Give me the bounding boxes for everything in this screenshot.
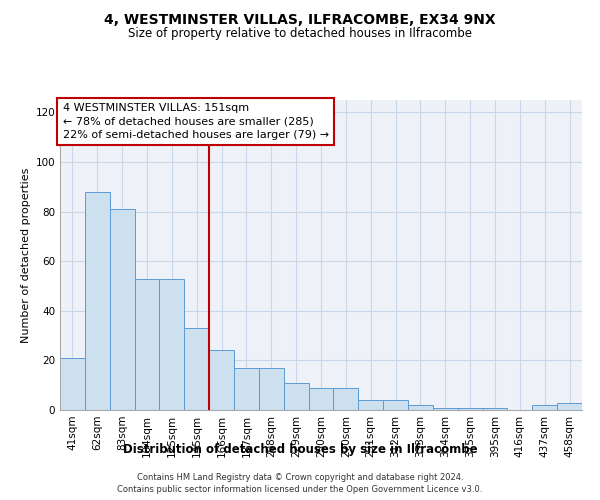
Bar <box>458 408 482 410</box>
Bar <box>408 405 433 410</box>
Text: Size of property relative to detached houses in Ilfracombe: Size of property relative to detached ho… <box>128 28 472 40</box>
Text: Contains HM Land Registry data © Crown copyright and database right 2024.
Contai: Contains HM Land Registry data © Crown c… <box>118 472 482 494</box>
Bar <box>532 405 557 410</box>
Bar <box>184 328 209 410</box>
Bar <box>209 350 234 410</box>
Bar <box>85 192 110 410</box>
Bar <box>334 388 358 410</box>
Bar <box>383 400 408 410</box>
Text: Distribution of detached houses by size in Ilfracombe: Distribution of detached houses by size … <box>122 442 478 456</box>
Bar <box>234 368 259 410</box>
Bar <box>557 402 582 410</box>
Text: 4, WESTMINSTER VILLAS, ILFRACOMBE, EX34 9NX: 4, WESTMINSTER VILLAS, ILFRACOMBE, EX34 … <box>104 12 496 26</box>
Bar <box>134 278 160 410</box>
Bar <box>358 400 383 410</box>
Bar <box>160 278 184 410</box>
Bar <box>433 408 458 410</box>
Text: 4 WESTMINSTER VILLAS: 151sqm
← 78% of detached houses are smaller (285)
22% of s: 4 WESTMINSTER VILLAS: 151sqm ← 78% of de… <box>62 103 329 140</box>
Bar <box>482 408 508 410</box>
Bar <box>60 358 85 410</box>
Bar <box>259 368 284 410</box>
Y-axis label: Number of detached properties: Number of detached properties <box>21 168 31 342</box>
Bar <box>110 209 134 410</box>
Bar <box>308 388 334 410</box>
Bar <box>284 382 308 410</box>
